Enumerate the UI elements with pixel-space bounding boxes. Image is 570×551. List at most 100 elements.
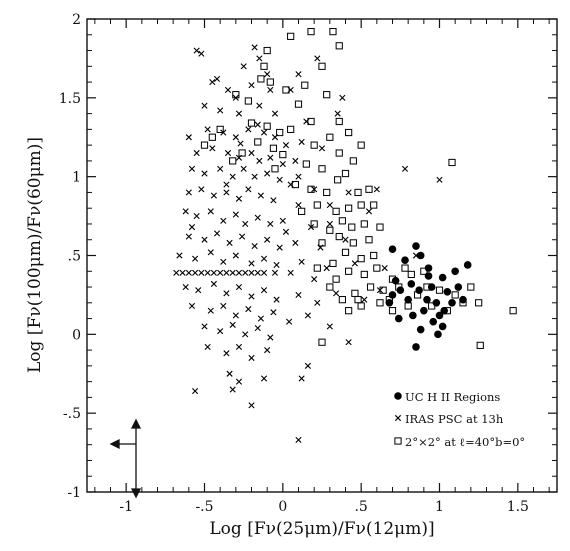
legend: UC H II Regions IRAS PSC at 13h 2°×2° at… — [394, 390, 525, 449]
iras-psc-point — [339, 94, 346, 101]
field-source-point — [318, 62, 326, 70]
iras-psc-point — [182, 283, 189, 291]
uc-hii-point — [412, 242, 420, 250]
field-source-point — [366, 283, 375, 291]
iras-psc-point — [188, 165, 196, 172]
field-source-point — [475, 299, 483, 307]
uc-hii-point — [409, 311, 417, 320]
field-source-point — [365, 236, 373, 244]
iras-psc-point — [260, 375, 268, 382]
x-axis-label: Log [Fν(25μm)/Fν(12μm)] — [209, 519, 434, 539]
field-source-point — [263, 122, 271, 130]
field-source-point — [323, 188, 331, 197]
field-source-point — [332, 275, 340, 283]
iras-psc-point — [292, 239, 299, 246]
field-source-point — [229, 157, 237, 165]
uc-hii-point — [429, 317, 438, 326]
iras-psc-point — [248, 149, 255, 157]
iras-psc-point — [323, 265, 330, 272]
iras-psc-point — [295, 173, 302, 180]
field-source-point — [345, 307, 353, 315]
iras-psc-point — [345, 339, 352, 346]
iras-psc-point — [223, 350, 230, 357]
iras-psc-point — [232, 134, 239, 141]
field-source-point — [451, 291, 459, 299]
field-source-point — [404, 302, 412, 310]
field-source-point — [260, 62, 268, 70]
iras-psc-point — [185, 233, 192, 240]
iras-psc-point — [217, 328, 224, 335]
iras-psc-point — [298, 138, 305, 146]
iras-psc-point — [235, 343, 243, 351]
iras-psc-point — [251, 44, 258, 51]
field-source-point — [216, 125, 224, 133]
iras-psc-point — [271, 110, 279, 117]
field-source-point — [302, 160, 310, 168]
iras-psc-point — [229, 321, 236, 328]
iras-psc-point — [204, 269, 211, 276]
x-tick-labels: -1 -.5 0 .5 1 1.5 — [119, 499, 529, 515]
field-source-point — [476, 341, 484, 349]
field-source-point — [341, 169, 350, 178]
iras-psc-point — [248, 82, 255, 89]
iras-psc-point — [314, 55, 321, 62]
uc-hii-point — [385, 299, 394, 307]
iras-psc-point — [318, 145, 326, 152]
iras-psc-point — [260, 129, 268, 136]
iras-psc-point — [185, 134, 192, 141]
iras-psc-point — [373, 186, 380, 193]
x-tick-label: -1 — [119, 499, 133, 515]
field-source-point — [357, 201, 365, 209]
iras-psc-point — [220, 217, 227, 224]
iras-psc-point — [232, 252, 239, 259]
iras-psc-point — [235, 195, 243, 202]
iras-psc-point — [235, 269, 243, 276]
field-source-point — [332, 207, 340, 215]
uc-hii-point — [416, 325, 425, 334]
iras-psc-point — [282, 142, 290, 149]
x-tick-label: .5 — [354, 499, 367, 515]
iras-psc-point — [188, 224, 196, 231]
field-source-point — [335, 117, 343, 126]
legend-marker-2 — [394, 437, 402, 445]
iras-psc-point — [192, 255, 199, 262]
field-source-point — [341, 248, 350, 256]
field-source-point — [373, 264, 381, 272]
iras-psc-point — [201, 102, 208, 109]
uc-hii-point — [454, 283, 463, 291]
iras-psc-point — [204, 126, 211, 133]
error-bar-arrows — [109, 418, 142, 499]
iras-psc-point — [224, 86, 232, 94]
iras-psc-point — [286, 318, 293, 325]
iras-psc-point — [235, 378, 243, 385]
iras-psc-point — [264, 71, 271, 78]
iras-psc-point — [295, 436, 302, 444]
iras-psc-point — [257, 192, 264, 199]
field-source-point — [338, 217, 346, 225]
iras-psc-point — [248, 269, 255, 276]
iras-psc-point — [326, 220, 333, 228]
iras-psc-point — [210, 192, 217, 199]
uc-hii-point — [443, 287, 452, 296]
iras-psc-point — [271, 269, 279, 276]
field-source-point — [271, 165, 279, 173]
iras-psc-point — [237, 140, 244, 147]
uc-hii-point — [427, 283, 436, 291]
iras-psc-point — [220, 258, 227, 265]
uc-hii-point — [396, 286, 405, 294]
field-source-point — [313, 264, 321, 272]
iras-psc-point — [267, 220, 274, 228]
field-source-point — [354, 296, 362, 304]
field-source-point — [276, 128, 284, 137]
field-source-point — [266, 78, 274, 86]
iras-psc-point — [264, 236, 271, 243]
legend-label-iras-psc: IRAS PSC at 13h — [405, 412, 504, 426]
iras-psc-point — [217, 107, 224, 114]
field-source-point — [326, 133, 334, 141]
iras-psc-point — [213, 230, 221, 237]
field-source-point — [247, 119, 256, 127]
field-source-point — [448, 158, 456, 167]
field-source-point — [307, 117, 315, 126]
iras-psc-point — [436, 176, 443, 183]
